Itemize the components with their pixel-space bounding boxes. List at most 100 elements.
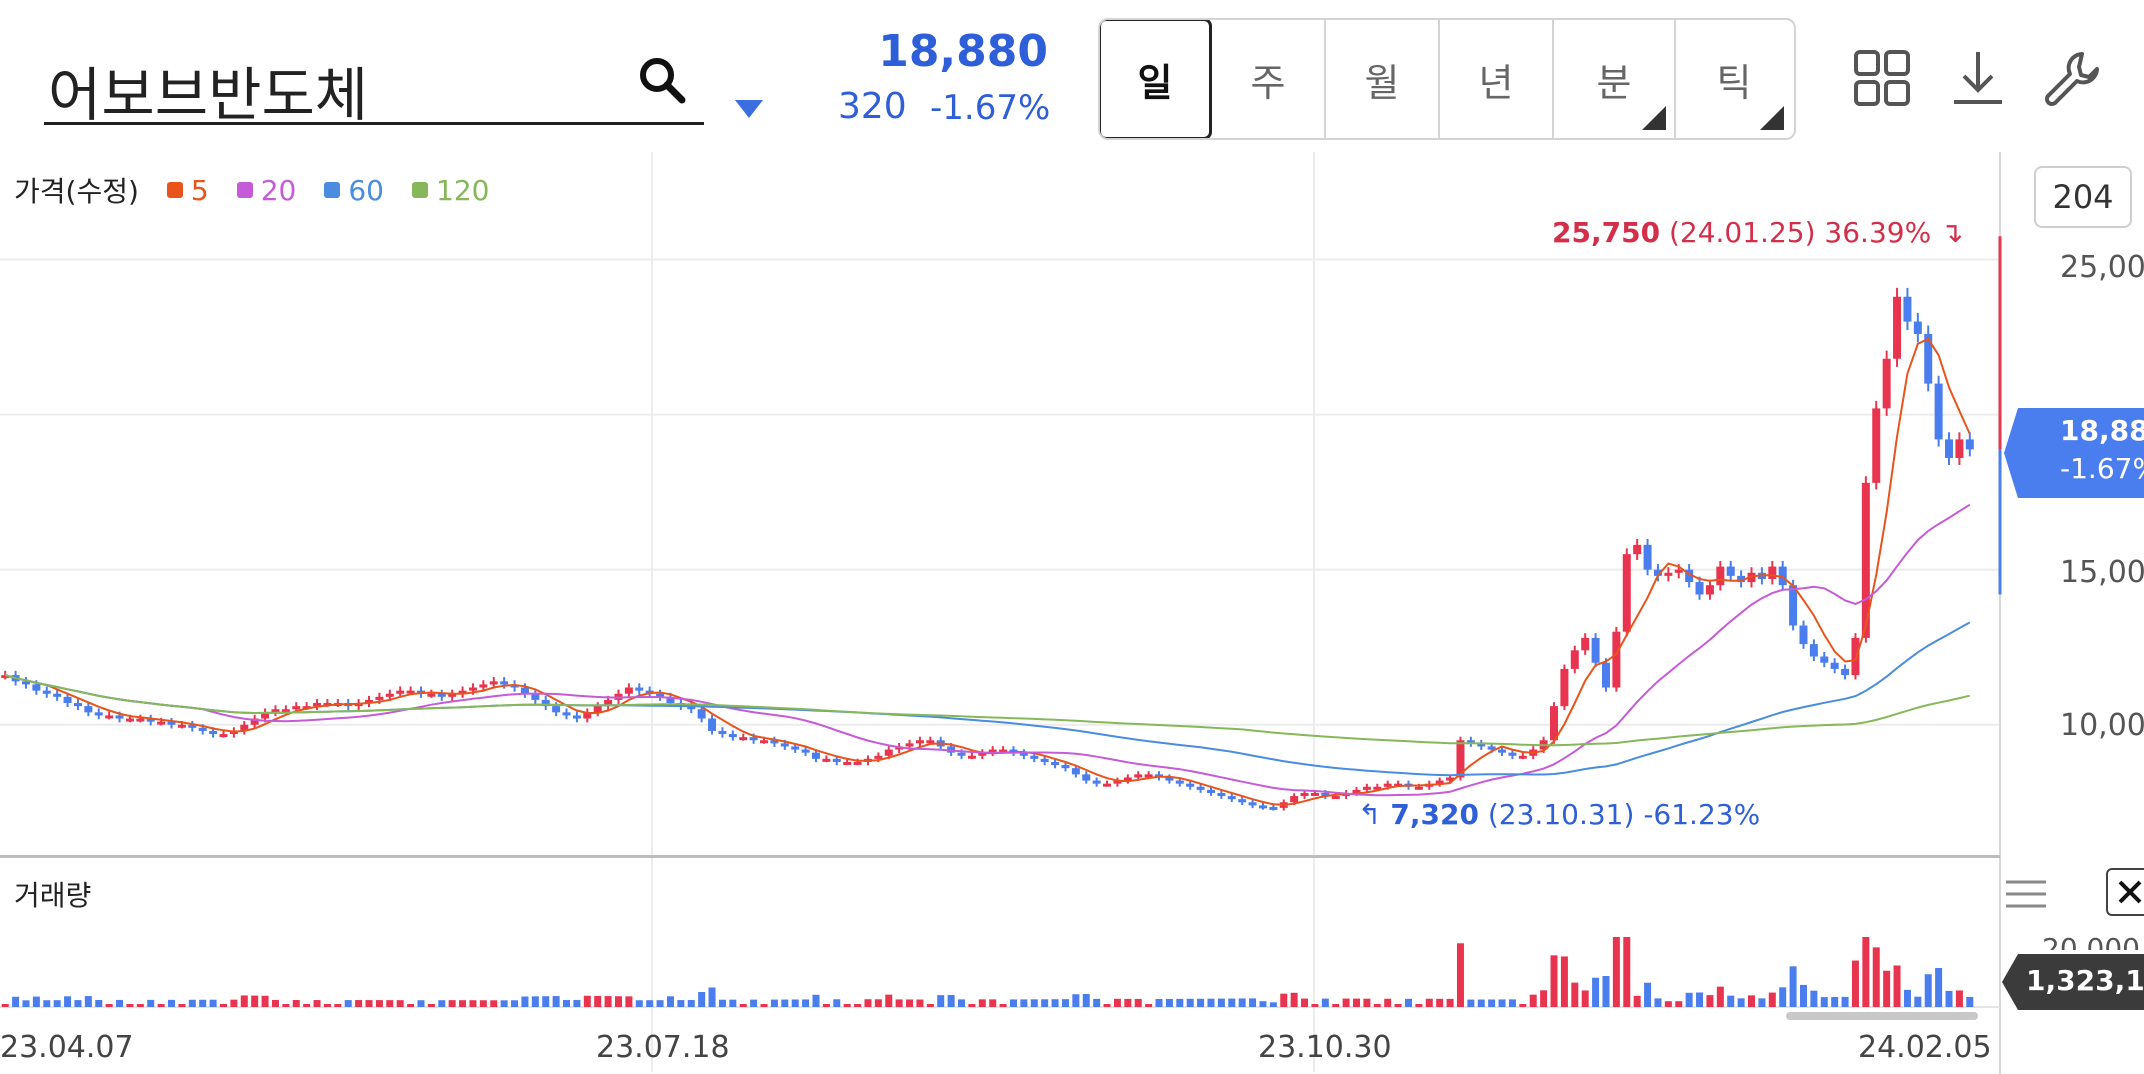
candle-body [1206, 789, 1215, 793]
volume-bar [355, 1000, 363, 1007]
volume-bar [1716, 986, 1724, 1007]
volume-bar [770, 999, 778, 1007]
volume-bar [739, 1004, 747, 1007]
volume-bar [1799, 984, 1807, 1007]
volume-bar [656, 1000, 664, 1007]
volume-bar [199, 999, 207, 1007]
candle-body [1456, 740, 1465, 778]
volume-bar [1955, 990, 1963, 1007]
volume-bar [407, 1004, 415, 1007]
price-chart[interactable] [0, 152, 2144, 1074]
candle-body [874, 755, 883, 759]
volume-bar [552, 996, 560, 1007]
volume-bar [147, 999, 155, 1007]
search-icon[interactable] [636, 54, 688, 106]
candle-body [884, 749, 893, 756]
tab-year-label: 년 [1478, 60, 1514, 105]
candle-body [188, 724, 197, 728]
candle-body [666, 696, 675, 704]
volume-bar [1373, 1004, 1381, 1007]
candle-body [53, 693, 62, 697]
volume-bar [614, 996, 622, 1007]
legend-ma60[interactable]: 60 [324, 174, 384, 207]
volume-bar [1269, 1002, 1277, 1007]
volume-bar [1789, 966, 1797, 1007]
high-annotation: 25,750 (24.01.25) 36.39% ↴ [1552, 216, 1964, 249]
candle-body [915, 740, 924, 744]
candle-body [1830, 662, 1839, 669]
volume-bar [1228, 998, 1236, 1007]
chart-scrollbar[interactable] [1786, 1012, 1978, 1020]
high-price: 25,750 [1552, 216, 1661, 249]
volume-bar [1353, 998, 1361, 1007]
close-volume-button[interactable] [2106, 868, 2144, 916]
tab-tick[interactable]: 틱 [1676, 20, 1792, 138]
stock-name-input[interactable]: 어보브반도체 [48, 61, 369, 129]
legend-ma5[interactable]: 5 [166, 173, 209, 207]
panel-divider[interactable] [0, 855, 2000, 858]
volume-bar [1758, 998, 1766, 1007]
candle-body [1934, 383, 1943, 440]
candle-body [718, 730, 727, 735]
volume-bar [1498, 999, 1506, 1007]
volume-bar [1290, 992, 1298, 1007]
legend-ma5-label: 5 [190, 173, 209, 207]
dropdown-arrow-icon[interactable] [733, 98, 765, 120]
tab-week-label: 주 [1250, 60, 1286, 105]
volume-bar [885, 994, 893, 1007]
legend-ma20[interactable]: 20 [236, 174, 296, 207]
volume-bar [303, 1004, 311, 1007]
candle-body [687, 706, 696, 710]
candle-body [1695, 582, 1704, 595]
tab-minute[interactable]: 분 [1554, 20, 1676, 138]
volume-bar [822, 1004, 830, 1007]
stock-search-box[interactable]: 어보브반도체 [44, 40, 704, 129]
volume-bar [958, 999, 966, 1007]
menu-icon[interactable] [2004, 878, 2048, 910]
candle-body [1924, 333, 1933, 384]
volume-bar [74, 1000, 82, 1007]
volume-bar [282, 1004, 290, 1007]
volume-bar [1914, 996, 1922, 1007]
wrench-icon[interactable] [2042, 48, 2102, 108]
volume-bar [1779, 987, 1787, 1007]
volume-bar [12, 996, 20, 1007]
candle-body [843, 761, 852, 765]
candle-body [1030, 755, 1039, 759]
volume-bar [864, 999, 872, 1007]
period-count-badge[interactable]: 204 [2034, 166, 2132, 228]
grid-layout-icon[interactable] [1852, 48, 1912, 108]
volume-bar [999, 1004, 1007, 1007]
volume-bar [1592, 977, 1600, 1007]
tab-month[interactable]: 월 [1326, 20, 1440, 138]
volume-bar [1820, 997, 1828, 1007]
volume-bar [22, 1000, 30, 1007]
legend-ma120[interactable]: 120 [412, 174, 489, 207]
price-change: 320 [838, 86, 907, 127]
candle-body [73, 703, 82, 707]
volume-bar [698, 992, 706, 1007]
candle-body [1383, 783, 1392, 787]
tab-week[interactable]: 주 [1212, 20, 1326, 138]
volume-bar [1737, 998, 1745, 1007]
download-icon[interactable] [1948, 48, 2008, 108]
candle-body [448, 693, 457, 697]
volume-bar [209, 999, 217, 1007]
candle-body [1705, 585, 1714, 595]
candle-body [656, 693, 665, 697]
volume-bar [386, 1000, 394, 1007]
volume-bar [32, 996, 40, 1007]
volume-bar [375, 1000, 383, 1007]
candle-body [1872, 408, 1881, 483]
volume-bar [95, 999, 103, 1007]
high-arrow-icon: ↴ [1940, 216, 1964, 249]
legend-swatch [166, 182, 183, 198]
candle-body [1, 675, 10, 679]
tab-year[interactable]: 년 [1440, 20, 1554, 138]
candle-body [801, 749, 810, 753]
candle-body [1477, 743, 1486, 747]
candle-body [1498, 749, 1507, 753]
candle-body [271, 709, 280, 713]
tab-day[interactable]: 일 [1100, 20, 1212, 138]
candle-body [978, 752, 987, 756]
